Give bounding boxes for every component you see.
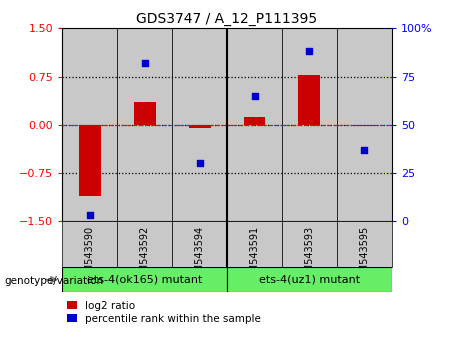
Bar [172,28,227,221]
Bar [337,221,392,267]
Point [141,60,148,66]
Bar [117,28,172,221]
Point [251,93,258,99]
Bar [243,117,266,125]
Bar [337,28,392,221]
Bar [117,221,172,267]
Bar [227,28,282,221]
Bar [354,125,375,126]
Bar [62,267,227,292]
Text: ets-4(ok165) mutant: ets-4(ok165) mutant [87,275,202,285]
Point [196,161,203,166]
Bar [134,102,156,125]
Title: GDS3747 / A_12_P111395: GDS3747 / A_12_P111395 [136,12,318,26]
Bar [298,75,320,125]
Text: GSM543594: GSM543594 [195,226,205,285]
Point [86,213,94,218]
Bar [282,28,337,221]
Text: GSM543595: GSM543595 [360,226,369,285]
Text: GSM543592: GSM543592 [140,226,150,285]
Bar [62,28,117,221]
Bar [62,221,117,267]
Point [361,147,368,153]
Bar [227,221,282,267]
Point [306,48,313,54]
Bar [282,221,337,267]
Text: GSM543591: GSM543591 [249,226,260,285]
Bar [189,125,211,128]
Text: GSM543593: GSM543593 [304,226,314,285]
Legend: log2 ratio, percentile rank within the sample: log2 ratio, percentile rank within the s… [67,301,261,324]
Bar [227,267,392,292]
Text: genotype/variation: genotype/variation [5,276,104,286]
Bar [172,221,227,267]
Text: ets-4(uz1) mutant: ets-4(uz1) mutant [259,275,360,285]
Bar [79,125,100,195]
Text: GSM543590: GSM543590 [85,226,95,285]
